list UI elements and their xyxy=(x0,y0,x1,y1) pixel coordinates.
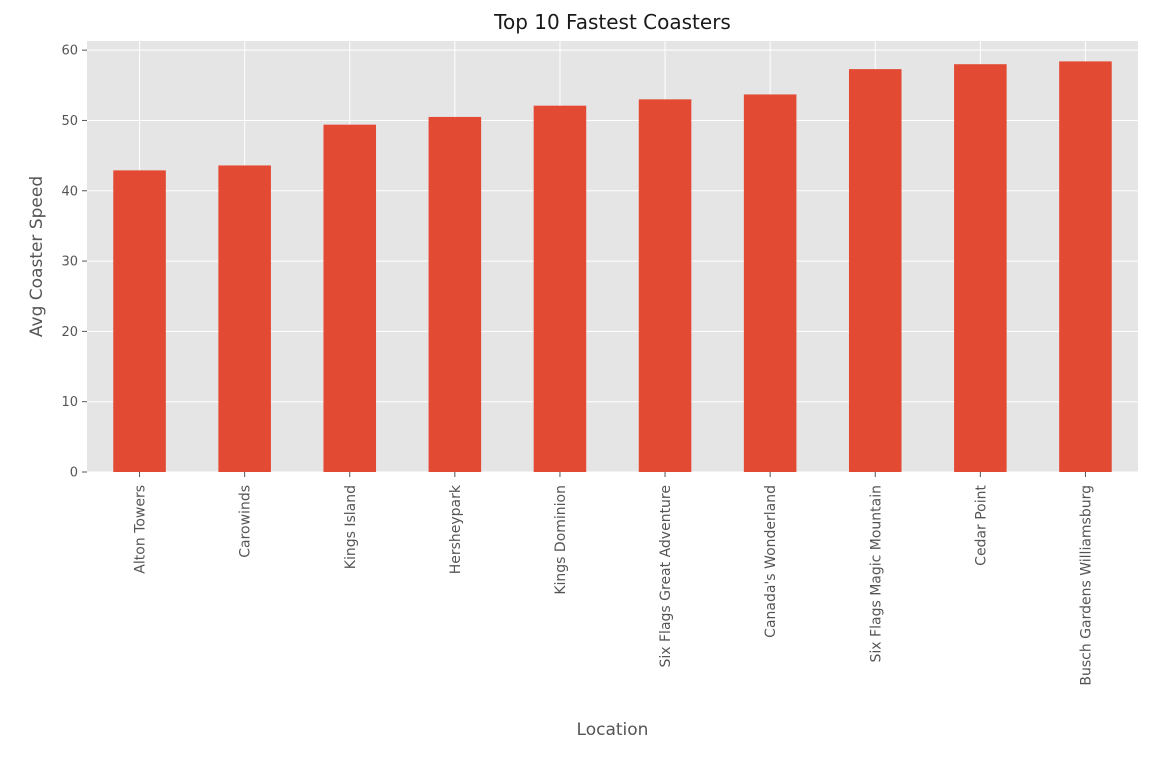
x-tick-label: Six Flags Magic Mountain xyxy=(868,485,884,662)
y-tick-label: 50 xyxy=(61,114,78,129)
bar xyxy=(113,170,166,473)
y-tick-label: 10 xyxy=(61,395,78,410)
bar xyxy=(638,99,692,472)
x-tick-label: Kings Island xyxy=(343,485,359,569)
bar xyxy=(954,64,1007,473)
x-tick-label: Six Flags Great Adventure xyxy=(658,485,674,668)
x-tick-label: Kings Dominion xyxy=(553,485,569,595)
x-tick-label: Alton Towers xyxy=(133,485,149,574)
x-tick-label: Cedar Point xyxy=(973,484,989,565)
bar xyxy=(218,165,271,472)
x-tick-label: Hersheypark xyxy=(448,484,464,574)
bar xyxy=(323,124,377,473)
bar xyxy=(428,116,482,472)
bar xyxy=(533,105,587,473)
bar xyxy=(1059,61,1112,472)
y-tick-label: 60 xyxy=(61,44,78,59)
y-axis-ticks: 0 10 20 30 40 50 60 xyxy=(61,44,87,481)
x-axis-ticks: Alton Towers Carowinds Kings Island Hershey… xyxy=(133,472,1094,686)
x-tick-label: Carowinds xyxy=(238,485,254,558)
x-axis-label: Location xyxy=(577,720,649,740)
x-tick-label: Busch Gardens Williamsburg xyxy=(1078,485,1094,686)
bar xyxy=(848,69,902,473)
y-tick-label: 20 xyxy=(61,325,78,340)
y-axis-label: Avg Coaster Speed xyxy=(27,176,47,337)
bars xyxy=(113,61,1112,473)
y-tick-label: 40 xyxy=(61,184,78,199)
chart-title: Top 10 Fastest Coasters xyxy=(493,10,731,34)
x-tick-label: Canada's Wonderland xyxy=(763,485,779,638)
bar xyxy=(743,94,797,473)
y-tick-label: 0 xyxy=(70,466,78,481)
y-tick-label: 30 xyxy=(61,255,78,270)
